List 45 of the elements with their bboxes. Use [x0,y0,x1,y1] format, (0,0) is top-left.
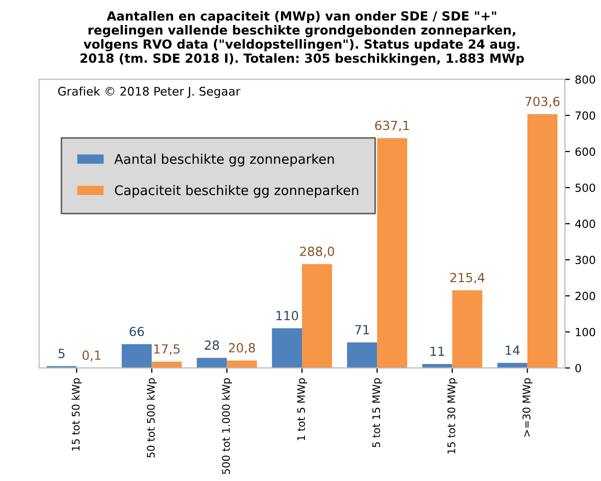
bar [302,264,332,368]
data-label: 66 [130,326,144,336]
y-tick-label: 0 [575,364,581,372]
data-label: 0,1 [82,350,100,362]
data-label: 703,6 [526,96,560,108]
data-label: 110 [276,310,298,320]
bar [196,358,227,368]
bar [226,360,257,368]
legend-label: Capaciteit beschikte gg zonneparken [114,184,358,198]
data-label: 215,4 [450,272,484,284]
y-tick-label: 800 [575,75,596,84]
y-tick-label: 300 [576,256,596,264]
bar [122,344,152,368]
legend-label: Aantal beschikte gg zonneparken [114,154,334,167]
bar [452,290,482,368]
y-tick-label: 400 [575,220,596,228]
data-label: 288,0 [300,246,334,258]
bar [527,114,558,368]
x-tick-label: 50 tot 500 kWp [146,378,157,458]
annotation: Grafiek © 2018 Peter J. Segaar [58,86,240,98]
data-label: 11 [430,346,444,356]
bar [272,328,302,368]
x-tick-label: 5 tot 15 MWp [372,378,382,448]
y-tick-label: 200 [575,292,596,300]
y-tick-label: 500 [576,184,596,192]
bar [152,362,182,368]
chart-title: Aantallen en capaciteit (MWp) van onder SDE / SDE "+" regelingen vallende beschikte grondgebonden zonneparken, volgens RVO data ("veldopstellingen"). Status update 24 aug. 2018 (tm. SDE 2018 I). Totalen: 305 beschikkingen, 1.883 MWp [80,11,524,66]
bar [347,342,378,368]
bar [377,138,408,368]
y-tick-label: 100 [576,328,596,336]
data-label: 17,5 [154,344,180,355]
x-tick-label: 500 tot 1.000 kWp [222,378,232,474]
data-label: 71 [355,325,369,334]
data-label: 28 [204,340,219,350]
y-tick-label: 700 [576,111,596,120]
x-tick-label: >=30 MWp [522,378,532,437]
x-tick-label: 1 tot 5 MWp [297,378,308,440]
data-label: 637,1 [375,120,409,132]
y-tick-label: 600 [575,147,596,156]
x-tick-label: 15 tot 30 MWp [447,378,458,454]
bar [422,364,452,368]
data-label: 14 [506,346,520,355]
data-label: 5 [58,348,64,358]
x-tick-label: 15 tot 50 kWp [72,378,82,450]
data-label: 20,8 [228,343,255,354]
